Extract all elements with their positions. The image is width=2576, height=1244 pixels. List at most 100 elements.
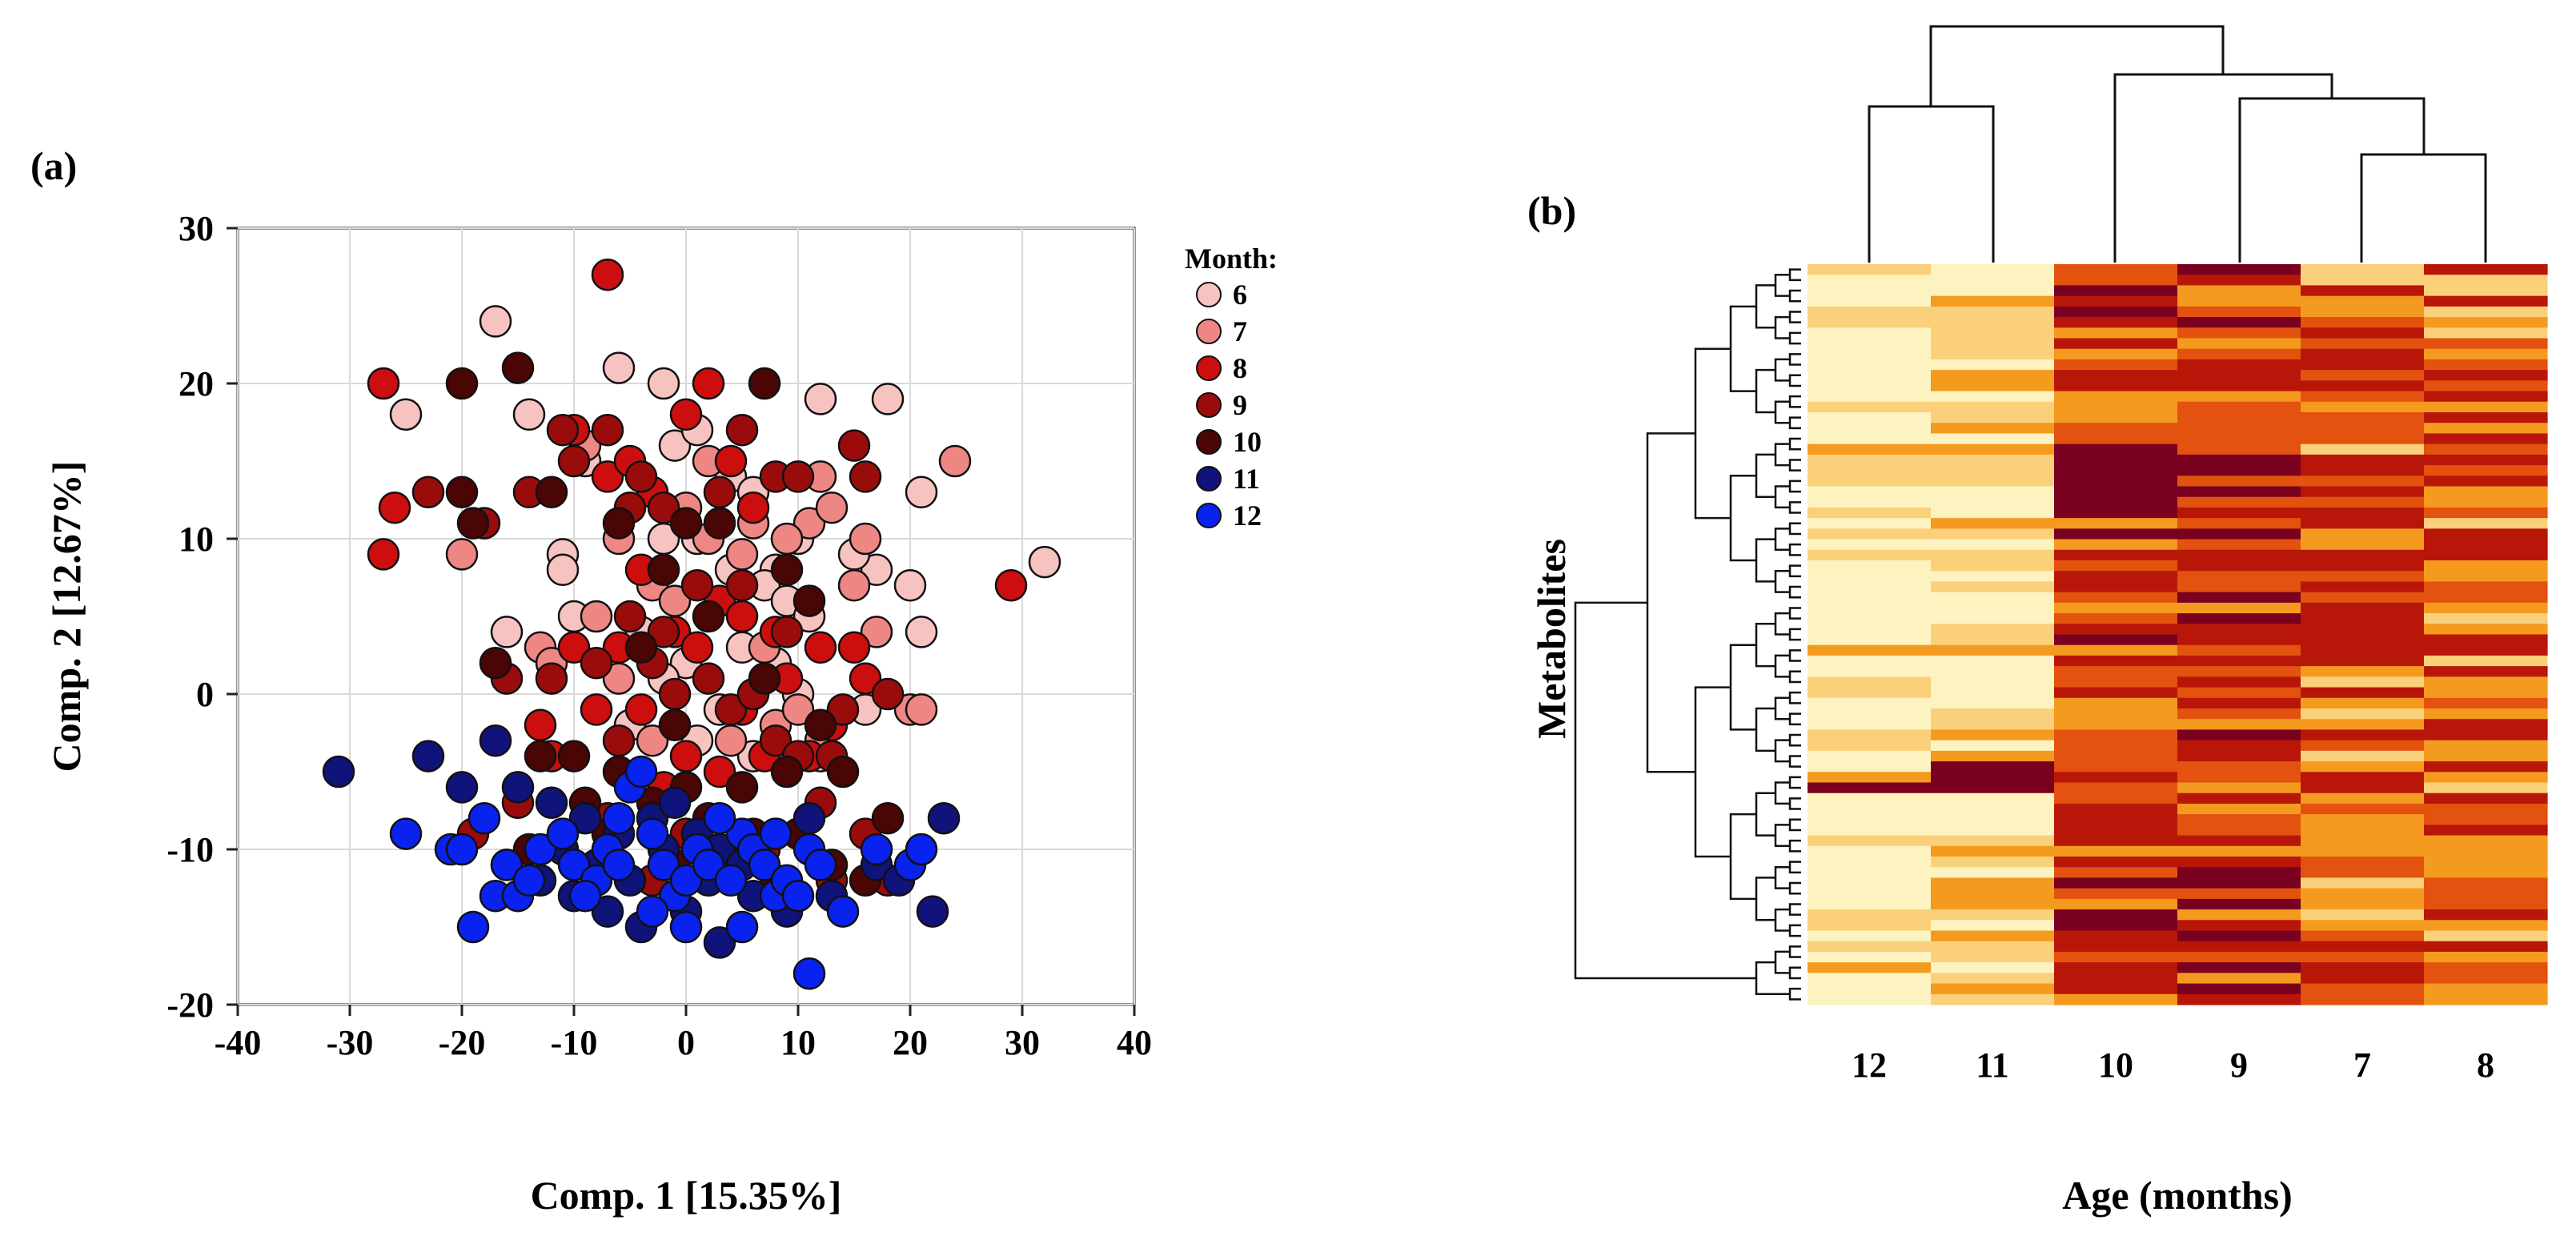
legend-label-month-7: 7 <box>1233 315 1247 347</box>
scatter-point-month-10 <box>748 662 781 695</box>
heatmap-cell <box>2054 613 2178 624</box>
heatmap-cell <box>2424 338 2548 350</box>
left-dendrogram-link <box>1788 691 1801 704</box>
heatmap-cell <box>2424 719 2548 731</box>
heatmap-cell <box>2424 951 2548 963</box>
heatmap-cell <box>2054 993 2178 1005</box>
heatmap-cell <box>1931 592 2055 604</box>
left-dendrogram-link <box>1646 432 1695 773</box>
heatmap-cell <box>2177 740 2301 752</box>
heatmap-cell <box>2301 496 2425 508</box>
heatmap-cell <box>1931 613 2055 624</box>
heatmap-cell <box>2301 740 2425 752</box>
heatmap-cell <box>2301 391 2425 403</box>
scatter-point-month-9 <box>849 460 882 493</box>
heatmap-cell <box>2054 793 2178 805</box>
scatter-point-month-12 <box>792 957 826 990</box>
scatter-point-month-9 <box>602 724 636 757</box>
heatmap-cell <box>2177 962 2301 973</box>
scatter-point-month-12 <box>647 849 680 881</box>
scatter-points <box>322 258 1061 990</box>
heatmap-cell <box>2301 909 2425 921</box>
heatmap-cell <box>2424 581 2548 593</box>
heatmap-cell <box>2301 803 2425 815</box>
scatter-point-month-6 <box>1028 545 1061 579</box>
heatmap-cell <box>1931 845 2055 857</box>
heatmap-cell <box>2177 275 2301 287</box>
heatmap-cell <box>1808 930 1932 942</box>
scatter-point-month-9 <box>591 413 624 447</box>
left-dendrogram-link <box>1788 311 1801 323</box>
scatter-point-month-12 <box>557 849 591 881</box>
heatmap-cell <box>2424 275 2548 287</box>
heatmap-cell <box>2054 507 2178 519</box>
heatmap-cell <box>2301 708 2425 720</box>
heatmap-cell <box>2424 433 2548 445</box>
scatter-y-tick-label: 10 <box>179 520 214 559</box>
heatmap-cell <box>1931 814 2055 825</box>
scatter-y-tick-label: 20 <box>179 364 214 403</box>
heatmap-cell <box>2177 845 2301 857</box>
left-dendrogram-link <box>1774 696 1790 720</box>
heatmap-cell <box>2177 338 2301 350</box>
heatmap-cell <box>2301 687 2425 699</box>
legend-label-month-11: 11 <box>1233 463 1260 495</box>
heatmap-cell <box>2054 433 2178 445</box>
heatmap-cell <box>2177 867 2301 879</box>
heatmap-cell <box>1931 275 2055 287</box>
scatter-point-month-8 <box>669 398 703 431</box>
heatmap-cell <box>2424 327 2548 339</box>
heatmap-cell <box>1808 877 1932 889</box>
heatmap-cell <box>1808 571 1932 583</box>
heatmap-cell <box>2177 729 2301 741</box>
panel-label-b: (b) <box>1527 188 1576 233</box>
heatmap-cell <box>2177 443 2301 455</box>
scatter-point-month-6 <box>546 553 580 587</box>
scatter-point-month-10 <box>535 476 568 509</box>
scatter-point-month-8 <box>591 460 624 493</box>
heatmap-cell <box>2177 613 2301 624</box>
heatmap-cell <box>1808 528 1932 540</box>
scatter-point-month-6 <box>602 351 636 384</box>
left-dendrogram-link <box>1774 950 1790 974</box>
scatter-point-month-12 <box>456 910 490 944</box>
heatmap-cell <box>1808 867 1932 879</box>
scatter-point-month-8 <box>378 491 411 524</box>
heatmap-cell <box>1931 655 2055 667</box>
scatter-point-month-7 <box>837 568 871 602</box>
heatmap-cell <box>2177 486 2301 498</box>
heatmap-cell <box>2424 750 2548 762</box>
left-dendrogram-link <box>1788 374 1801 387</box>
scatter-point-month-10 <box>445 476 479 509</box>
heatmap-cell <box>2424 930 2548 942</box>
heatmap-cell <box>2301 920 2425 932</box>
heatmap-cell <box>2177 539 2301 551</box>
heatmap-cell <box>2301 370 2425 381</box>
heatmap-cell <box>2054 285 2178 297</box>
left-dendrogram-link <box>1774 865 1790 889</box>
heatmap-cell <box>2177 370 2301 381</box>
heatmap-cell <box>2054 454 2178 466</box>
heatmap-cell <box>2301 877 2425 889</box>
heatmap-cell <box>1931 317 2055 328</box>
scatter-x-tick-label: -30 <box>327 1023 374 1062</box>
heatmap-cell <box>1931 740 2055 752</box>
scatter-x-tick-label: 10 <box>780 1023 816 1062</box>
scatter-point-month-10 <box>669 507 703 540</box>
heatmap-cell <box>1808 920 1932 932</box>
heatmap-cell <box>2054 930 2178 942</box>
heatmap-cell <box>1808 443 1932 455</box>
heatmap-cell <box>2177 264 2301 275</box>
heatmap-cell <box>2177 835 2301 847</box>
heatmap-cell <box>2424 898 2548 910</box>
heatmap-cell <box>2301 571 2425 583</box>
heatmap-cell <box>2177 285 2301 297</box>
scatter-point-month-10 <box>647 553 680 587</box>
heatmap-cell <box>2424 486 2548 498</box>
heatmap-cell <box>1931 951 2055 963</box>
left-dendrogram-link <box>1574 601 1756 980</box>
heatmap-cell <box>2177 391 2301 403</box>
scatter-point-month-12 <box>703 801 736 835</box>
scatter-point-month-12 <box>568 879 602 913</box>
heatmap-cell <box>2301 285 2425 297</box>
